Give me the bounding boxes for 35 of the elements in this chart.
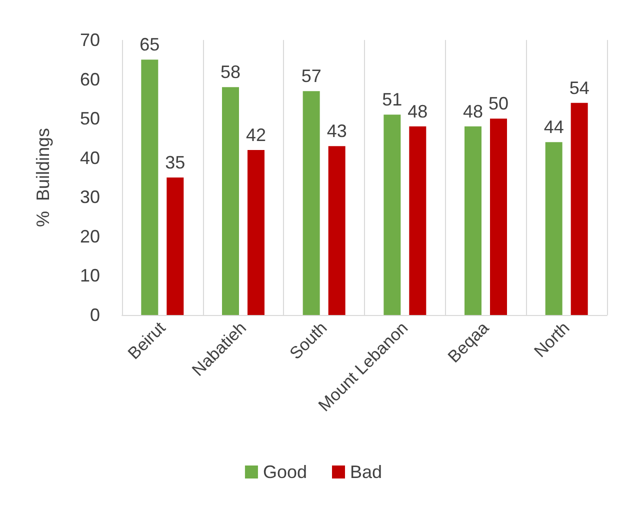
bar	[302, 91, 320, 315]
data-label: 50	[488, 94, 509, 114]
data-label: 54	[569, 78, 590, 98]
bar	[464, 126, 482, 315]
bar	[328, 146, 346, 315]
data-label: 43	[326, 121, 347, 142]
data-label: 48	[462, 101, 484, 122]
bar	[545, 142, 562, 315]
data-label: 65	[140, 34, 160, 55]
data-label: 58	[220, 62, 241, 82]
bar	[248, 150, 264, 315]
y-tick-label: 70	[80, 30, 100, 50]
bar	[166, 178, 184, 315]
bar	[409, 126, 426, 315]
y-tick-label: 50	[80, 108, 100, 129]
y-tick-label: 0	[90, 305, 100, 325]
bar	[384, 114, 401, 315]
data-label: 44	[544, 117, 564, 138]
y-tick-label: 30	[80, 187, 100, 208]
y-axis-title: % Buildings	[33, 128, 53, 228]
y-tick-label: 10	[80, 266, 100, 286]
bar	[570, 102, 588, 315]
data-label: 57	[301, 66, 322, 86]
bar	[141, 60, 158, 315]
data-label: 42	[246, 125, 266, 145]
y-tick-label: 40	[80, 148, 100, 168]
legend-label: Bad	[350, 462, 382, 482]
y-tick-label: 20	[80, 226, 100, 246]
y-tick-label: 60	[80, 69, 100, 90]
data-label: 35	[165, 152, 186, 172]
legend-label: Good	[262, 462, 308, 482]
data-label: 51	[382, 90, 402, 110]
bar	[222, 87, 239, 315]
bar	[490, 118, 507, 315]
data-label: 48	[408, 101, 428, 122]
